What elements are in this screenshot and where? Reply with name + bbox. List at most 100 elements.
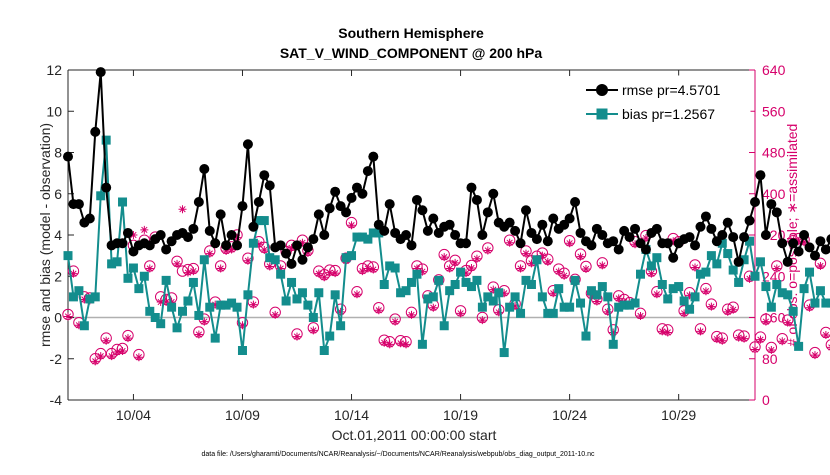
- obs-assimilated-point: [211, 300, 220, 309]
- rmse-point: [341, 207, 352, 218]
- y-tick-label-left: 12: [46, 62, 62, 78]
- bias-point: [548, 308, 558, 318]
- rmse-point: [521, 205, 531, 216]
- rmse-point: [739, 232, 750, 243]
- bias-point: [172, 323, 182, 333]
- obs-assimilated-point: [614, 294, 623, 303]
- obs-assimilated-point: [178, 205, 187, 214]
- rmse-point: [357, 188, 368, 199]
- bias-point: [216, 300, 226, 310]
- rmse-point: [613, 244, 624, 255]
- obs-assimilated-point: [522, 249, 530, 258]
- obs-assimilated-point: [538, 251, 547, 260]
- rmse-point: [640, 244, 651, 255]
- bias-point: [79, 321, 89, 331]
- bias-point: [734, 277, 744, 287]
- rmse-point: [330, 186, 341, 197]
- obs-assimilated-point: [756, 335, 765, 344]
- bias-point: [139, 271, 149, 281]
- obs-assimilated-point: [140, 225, 149, 234]
- bias-point: [761, 282, 771, 292]
- rmse-point: [695, 221, 706, 232]
- obs-assimilated-point: [516, 264, 525, 273]
- rmse-point: [401, 230, 412, 240]
- bias-point: [303, 300, 313, 310]
- y-axis-label-left: rmse and bias (model - observation): [37, 123, 53, 347]
- obs-assimilated-point: [173, 259, 182, 268]
- obs-assimilated-point: [243, 256, 252, 265]
- obs-assimilated-point: [107, 352, 116, 361]
- obs-assimilated-point: [374, 306, 383, 315]
- rmse-point: [450, 230, 461, 240]
- obs-assimilated-point: [729, 305, 738, 314]
- rmse-point: [428, 213, 439, 224]
- rmse-point: [232, 240, 243, 251]
- bias-point: [636, 269, 645, 279]
- bias-point: [227, 298, 237, 308]
- bias-point: [477, 302, 487, 312]
- rmse-point: [313, 209, 324, 220]
- rmse-point: [662, 238, 673, 249]
- obs-assimilated-point: [325, 268, 334, 277]
- obs-assimilated-point: [418, 267, 427, 276]
- obs-assimilated-point: [527, 259, 536, 268]
- obs-assimilated-point: [145, 264, 154, 273]
- rmse-point: [281, 248, 292, 259]
- obs-assimilated-point: [647, 269, 656, 278]
- rmse-point: [417, 205, 428, 216]
- bias-point: [532, 255, 542, 265]
- rmse-point: [226, 230, 237, 240]
- rmse-point: [542, 236, 553, 247]
- bias-point: [603, 292, 613, 302]
- rmse-point: [362, 166, 373, 177]
- bias-point: [586, 286, 596, 296]
- bias-point: [766, 302, 776, 312]
- obs-assimilated-point: [194, 330, 203, 339]
- bias-point: [221, 300, 231, 310]
- obs-assimilated-point: [222, 246, 231, 255]
- bias-point: [739, 255, 749, 265]
- obs-assimilated-point: [609, 328, 618, 337]
- obs-assimilated-point: [303, 249, 312, 258]
- bias-point: [423, 294, 433, 304]
- obs-assimilated-point: [254, 240, 263, 249]
- bias-point: [521, 275, 531, 285]
- y-tick-label-left: 0: [54, 310, 62, 326]
- obs-assimilated-point: [658, 327, 667, 336]
- bias-point: [374, 228, 384, 238]
- obs-assimilated-point: [723, 307, 732, 316]
- obs-assimilated-point: [407, 310, 416, 319]
- obs-assimilated-point: [391, 317, 400, 326]
- bias-point: [499, 348, 509, 358]
- obs-assimilated-point: [778, 337, 787, 346]
- rmse-point: [826, 234, 830, 244]
- bias-point: [150, 313, 160, 322]
- obs-assimilated-point: [69, 269, 78, 278]
- rmse-point: [760, 230, 771, 240]
- rmse-point: [161, 244, 172, 255]
- bias-point: [690, 292, 700, 302]
- bias-point: [570, 275, 580, 285]
- rmse-point: [461, 238, 472, 249]
- y-tick-label-left: 10: [46, 103, 62, 119]
- obs-assimilated-point: [102, 336, 111, 345]
- bias-point: [407, 277, 416, 287]
- rmse-point: [684, 232, 695, 243]
- obs-assimilated-point: [385, 340, 394, 349]
- bias-point: [134, 284, 144, 294]
- obs-assimilated-point: [472, 254, 481, 263]
- bias-point: [352, 232, 362, 242]
- bias-point: [461, 277, 471, 287]
- rmse-point: [248, 221, 259, 232]
- legend-box: [581, 75, 751, 129]
- obs-assimilated-point: [489, 285, 498, 294]
- bias-point: [559, 302, 569, 312]
- y-tick-label-right: 480: [762, 145, 786, 161]
- x-tick-label: 10/09: [225, 407, 260, 423]
- bias-point: [390, 263, 400, 273]
- obs-assimilated-point: [745, 274, 754, 283]
- bias-point: [799, 284, 809, 294]
- obs-assimilated-point: [821, 331, 830, 340]
- bias-point: [325, 331, 335, 341]
